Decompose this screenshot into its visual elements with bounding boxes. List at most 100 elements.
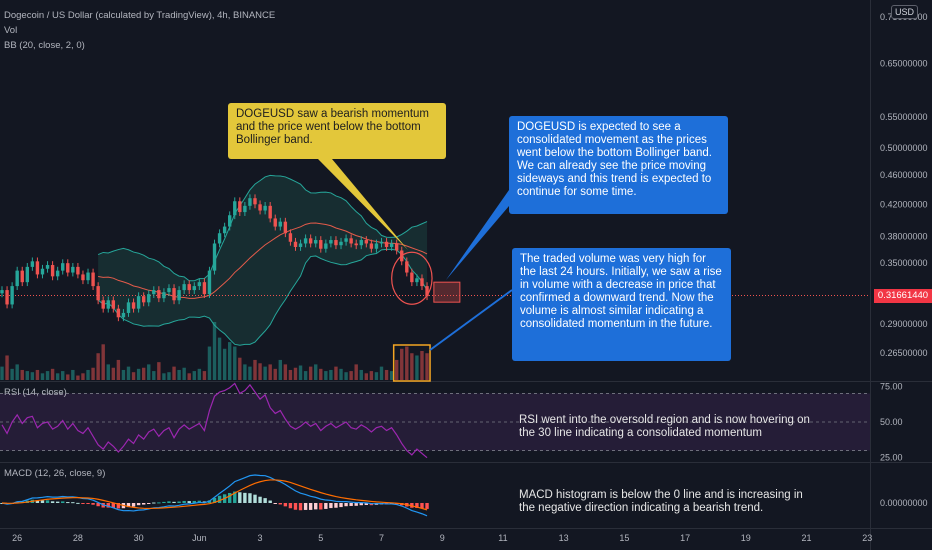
macd-histogram-bar bbox=[308, 503, 313, 510]
macd-note[interactable]: MACD histogram is below the 0 line and i… bbox=[519, 489, 803, 514]
volume-bar bbox=[384, 369, 389, 380]
macd-histogram-bar bbox=[263, 498, 267, 503]
macd-histogram-bar bbox=[415, 503, 419, 508]
volume-bar bbox=[81, 373, 85, 380]
candle-body bbox=[40, 268, 45, 275]
rsi-legend: RSI (14, close) bbox=[4, 387, 67, 398]
volume-bar bbox=[278, 359, 282, 380]
candle-body bbox=[303, 238, 308, 244]
candle-body bbox=[197, 282, 202, 287]
candle-body bbox=[111, 300, 116, 309]
volume-bar bbox=[344, 372, 348, 380]
macd-histogram-bar bbox=[147, 503, 151, 504]
volume-bar bbox=[141, 367, 146, 380]
volume-bar bbox=[172, 366, 176, 380]
macd-histogram-bar bbox=[339, 503, 343, 508]
volume-bar bbox=[283, 364, 288, 380]
price-tick-label: 0.65000000 bbox=[880, 58, 928, 68]
macd-histogram-bar bbox=[293, 503, 298, 510]
candle-body bbox=[207, 270, 212, 295]
volume-bars bbox=[0, 322, 429, 380]
volume-bar bbox=[71, 369, 75, 380]
candle-body bbox=[192, 286, 196, 291]
volume-bar bbox=[116, 359, 121, 380]
projection-box bbox=[433, 281, 461, 303]
macd-legend: MACD (12, 26, close, 9) bbox=[4, 468, 105, 479]
candle-body bbox=[86, 272, 90, 281]
macd-signal-line bbox=[1, 479, 428, 511]
candle-body bbox=[147, 294, 151, 303]
macd-histogram-bar bbox=[167, 501, 171, 503]
candle-body bbox=[121, 312, 126, 318]
candle-body bbox=[228, 215, 232, 227]
macd-histogram-bar bbox=[152, 502, 156, 504]
volume-bar bbox=[167, 372, 171, 380]
candle-body bbox=[126, 302, 131, 313]
macd-histogram-bar bbox=[111, 503, 116, 508]
blue-callout-connector bbox=[429, 289, 513, 351]
macd-histogram-bar bbox=[141, 503, 146, 505]
volume-bar bbox=[147, 364, 151, 380]
volume-bar bbox=[0, 366, 4, 380]
candle-body bbox=[55, 270, 60, 277]
rsi-note[interactable]: RSI went into the oversold region and is… bbox=[519, 414, 810, 439]
candle-body bbox=[106, 300, 110, 309]
macd-histogram-bar bbox=[344, 503, 348, 507]
volume-bar bbox=[162, 373, 166, 380]
volume-bar bbox=[364, 373, 369, 380]
macd-histogram-bar bbox=[258, 496, 262, 503]
candle-body bbox=[25, 266, 29, 283]
volume-bar bbox=[30, 372, 35, 380]
volume-bar bbox=[96, 353, 100, 380]
time-tick-label: 23 bbox=[862, 533, 872, 543]
volume-bar bbox=[369, 371, 374, 380]
candle-body bbox=[415, 278, 419, 283]
macd-histogram-bar bbox=[248, 493, 252, 503]
price-tick-label: 0.26500000 bbox=[880, 348, 928, 358]
candle-body bbox=[425, 286, 429, 297]
macd-histogram-bar bbox=[334, 503, 338, 508]
candle-body bbox=[364, 240, 369, 244]
volume-bar bbox=[329, 369, 333, 380]
volume-bar bbox=[253, 359, 257, 380]
blue-callout-volume[interactable]: The traded volume was very high for the … bbox=[512, 248, 731, 361]
macd-histogram-bar bbox=[126, 503, 131, 508]
candle-body bbox=[177, 290, 181, 301]
macd-histogram-bar bbox=[364, 503, 369, 505]
volume-bar bbox=[50, 368, 55, 380]
candle-body bbox=[319, 240, 323, 249]
currency-label[interactable]: USD bbox=[890, 5, 918, 19]
price-tick-label: 0.29000000 bbox=[880, 319, 928, 329]
macd-histogram-bar bbox=[50, 501, 55, 503]
volume-bar bbox=[182, 367, 186, 380]
volume-bar bbox=[410, 353, 414, 380]
candle-body bbox=[379, 241, 384, 244]
price-tick-label: 0.42000000 bbox=[880, 199, 928, 209]
candle-body bbox=[329, 240, 333, 244]
volume-bar bbox=[354, 364, 358, 380]
candle-body bbox=[45, 265, 50, 269]
candle-body bbox=[141, 296, 146, 303]
macd-line bbox=[1, 474, 428, 517]
candle-body bbox=[35, 261, 40, 275]
volume-bar bbox=[248, 366, 252, 380]
candle-body bbox=[405, 261, 409, 273]
yellow-callout[interactable]: DOGEUSD saw a bearish momentum and the p… bbox=[228, 103, 446, 159]
volume-bar bbox=[55, 373, 60, 380]
candle-body bbox=[273, 218, 277, 227]
volume-bar bbox=[177, 369, 181, 380]
time-axis: 26 28 30 Jun 3 5 7 9 11 13 15 17 19 21 23 bbox=[12, 533, 872, 543]
blue-callout-forecast[interactable]: DOGEUSD is expected to see a consolidate… bbox=[509, 116, 728, 214]
macd-histogram-bar bbox=[96, 503, 100, 507]
macd-histogram-bar bbox=[349, 503, 353, 506]
price-tick-label: 0.55000000 bbox=[880, 112, 928, 122]
volume-bar bbox=[233, 346, 237, 380]
volume-bar bbox=[379, 366, 384, 380]
candle-body bbox=[212, 243, 217, 271]
volume-bar bbox=[389, 371, 394, 380]
chart-title: Dogecoin / US Dollar (calculated by Trad… bbox=[4, 10, 276, 21]
candle-body bbox=[91, 272, 95, 287]
volume-bar bbox=[86, 369, 90, 380]
